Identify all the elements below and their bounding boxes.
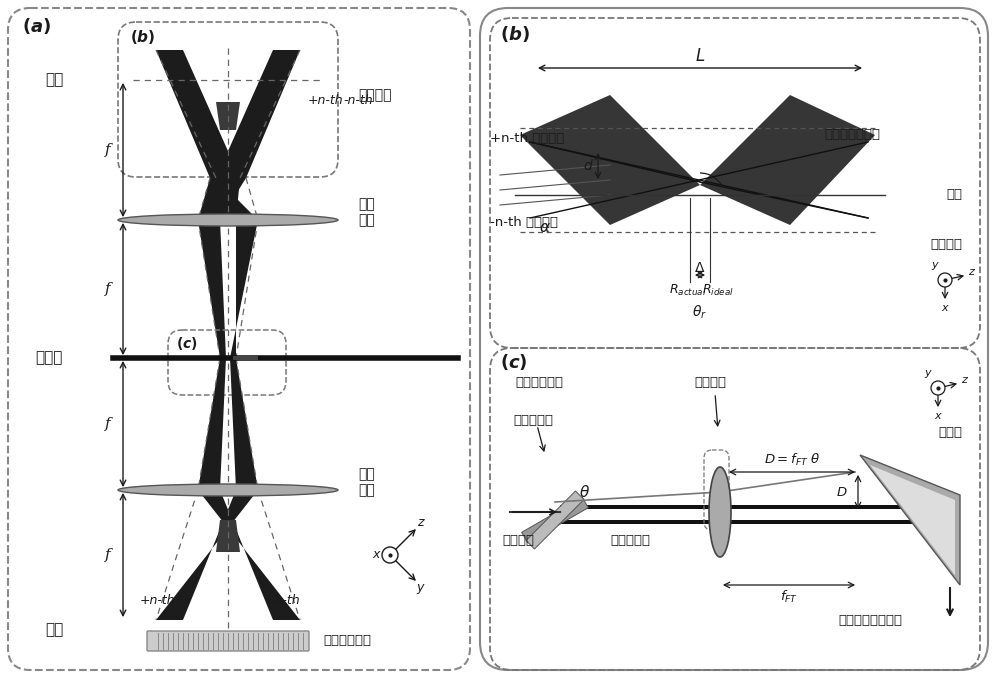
- Text: $\theta_r$: $\theta_r$: [692, 303, 708, 321]
- Text: y: y: [932, 260, 938, 270]
- Text: 入射光束: 入射光束: [502, 533, 534, 546]
- Text: 参考光栎: 参考光栎: [358, 88, 392, 102]
- Text: 扫描的干涉图案: 扫描的干涉图案: [824, 129, 880, 141]
- Polygon shape: [216, 520, 240, 552]
- Text: -n-th: -n-th: [270, 594, 300, 607]
- Polygon shape: [522, 498, 588, 543]
- Text: $d$: $d$: [583, 158, 593, 173]
- Text: 反射镜: 反射镜: [938, 426, 962, 439]
- Text: +n-th: +n-th: [308, 93, 344, 106]
- Bar: [560, 520, 950, 524]
- Polygon shape: [216, 178, 258, 220]
- Text: $\boldsymbol{(b)}$: $\boldsymbol{(b)}$: [130, 28, 156, 46]
- Polygon shape: [198, 358, 226, 490]
- Text: x: x: [372, 548, 380, 561]
- Polygon shape: [233, 356, 258, 360]
- Text: f: f: [105, 282, 111, 296]
- Text: z: z: [961, 375, 967, 385]
- Circle shape: [931, 381, 945, 395]
- Polygon shape: [198, 220, 226, 358]
- Text: y: y: [416, 580, 424, 594]
- Ellipse shape: [709, 467, 731, 557]
- Text: 第一
透镜: 第一 透镜: [358, 467, 375, 497]
- Polygon shape: [860, 455, 960, 585]
- Text: f: f: [105, 143, 111, 157]
- Polygon shape: [198, 490, 300, 620]
- Text: 进入后续测量光路: 进入后续测量光路: [838, 613, 902, 626]
- Text: +n-th 衍射光束: +n-th 衍射光束: [490, 131, 564, 144]
- Text: $R_{actual}$: $R_{actual}$: [669, 282, 707, 298]
- Circle shape: [938, 273, 952, 287]
- Text: L: L: [695, 47, 705, 65]
- Text: $f_{FT}$: $f_{FT}$: [780, 589, 798, 605]
- Text: z: z: [417, 517, 423, 529]
- Polygon shape: [230, 358, 258, 490]
- Ellipse shape: [118, 214, 338, 226]
- Text: $\alpha$: $\alpha$: [539, 221, 551, 236]
- Polygon shape: [526, 491, 584, 549]
- Polygon shape: [520, 95, 700, 225]
- Text: y: y: [925, 368, 931, 378]
- Text: $\Delta$: $\Delta$: [694, 261, 706, 275]
- Polygon shape: [156, 490, 258, 620]
- Circle shape: [382, 547, 398, 563]
- Polygon shape: [216, 102, 240, 130]
- Polygon shape: [156, 50, 240, 178]
- Text: z: z: [968, 267, 974, 277]
- Text: $\boldsymbol{(a)}$: $\boldsymbol{(a)}$: [22, 16, 51, 36]
- Text: $D=f_{FT}\ \theta$: $D=f_{FT}\ \theta$: [764, 452, 820, 468]
- Text: f: f: [105, 417, 111, 431]
- FancyBboxPatch shape: [147, 631, 309, 651]
- Text: x: x: [942, 303, 948, 313]
- Text: f: f: [105, 548, 111, 562]
- Text: 第二
透镜: 第二 透镜: [358, 197, 375, 227]
- Text: -n-th: -n-th: [343, 93, 373, 106]
- Text: 对准光栎标记: 对准光栎标记: [323, 634, 371, 647]
- Text: $R_{ideal}$: $R_{ideal}$: [702, 282, 734, 298]
- Text: +n-th: +n-th: [140, 594, 176, 607]
- Text: 像面: 像面: [45, 72, 63, 87]
- Polygon shape: [230, 220, 258, 358]
- Text: $\boldsymbol{(c)}$: $\boldsymbol{(c)}$: [500, 352, 528, 372]
- Text: $\theta$: $\theta$: [579, 484, 591, 500]
- Text: D: D: [837, 485, 847, 498]
- Bar: [560, 505, 950, 509]
- Text: 扫描反射镜: 扫描反射镜: [513, 414, 553, 427]
- Polygon shape: [198, 178, 240, 220]
- Text: 干涉图案: 干涉图案: [930, 238, 962, 251]
- Text: 频谱面: 频谱面: [36, 351, 63, 366]
- Text: 物面: 物面: [45, 622, 63, 638]
- Polygon shape: [216, 50, 300, 178]
- Text: -n-th 衍射光束: -n-th 衍射光束: [490, 215, 558, 229]
- Text: $\boldsymbol{(c)}$: $\boldsymbol{(c)}$: [176, 335, 198, 352]
- Polygon shape: [870, 465, 955, 575]
- Text: 光束扫描模块: 光束扫描模块: [515, 376, 563, 389]
- Polygon shape: [700, 95, 875, 225]
- Text: $\boldsymbol{(b)}$: $\boldsymbol{(b)}$: [500, 24, 530, 44]
- Text: 扫描透镜: 扫描透镜: [694, 376, 726, 389]
- Text: 光轴: 光轴: [946, 188, 962, 202]
- Text: 扫描的光束: 扫描的光束: [610, 533, 650, 546]
- Ellipse shape: [118, 484, 338, 496]
- Text: x: x: [935, 411, 941, 421]
